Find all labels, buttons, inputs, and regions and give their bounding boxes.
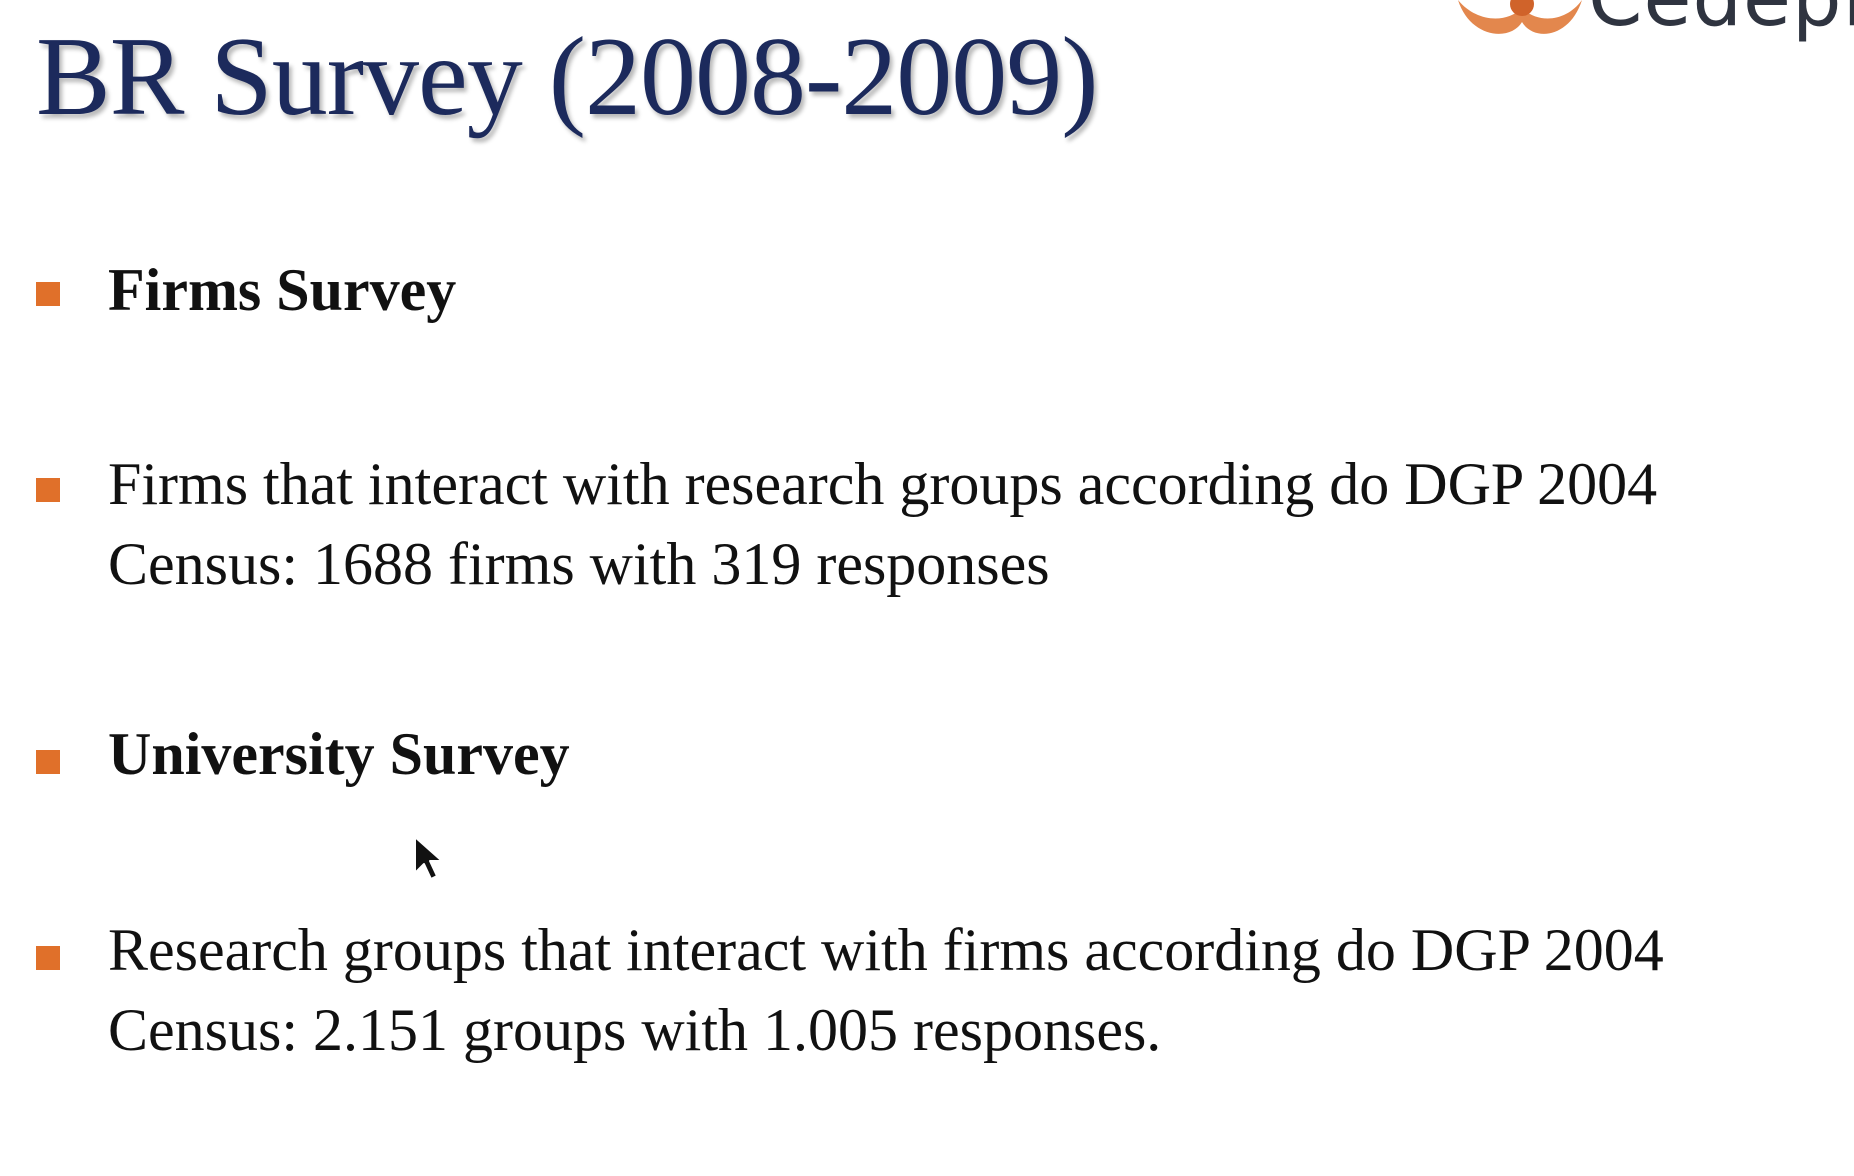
square-bullet-icon (36, 478, 60, 502)
square-bullet-icon (36, 282, 60, 306)
logo-text: Cedepla (1588, 0, 1854, 44)
square-bullet-icon (36, 946, 60, 970)
slide-title: BR Survey (2008-2009) (36, 15, 1099, 139)
square-bullet-icon (36, 750, 60, 774)
bullet-text: University Survey (108, 721, 570, 787)
bullet-text: Research groups that interact with firms… (108, 917, 1664, 1063)
mouse-pointer-icon (414, 836, 443, 880)
bullet-text: Firms that interact with research groups… (108, 451, 1658, 597)
cedeplar-logo-icon (1458, 0, 1582, 34)
logo: Cedepla (1450, 0, 1854, 50)
bullet-text: Firms Survey (108, 257, 457, 323)
